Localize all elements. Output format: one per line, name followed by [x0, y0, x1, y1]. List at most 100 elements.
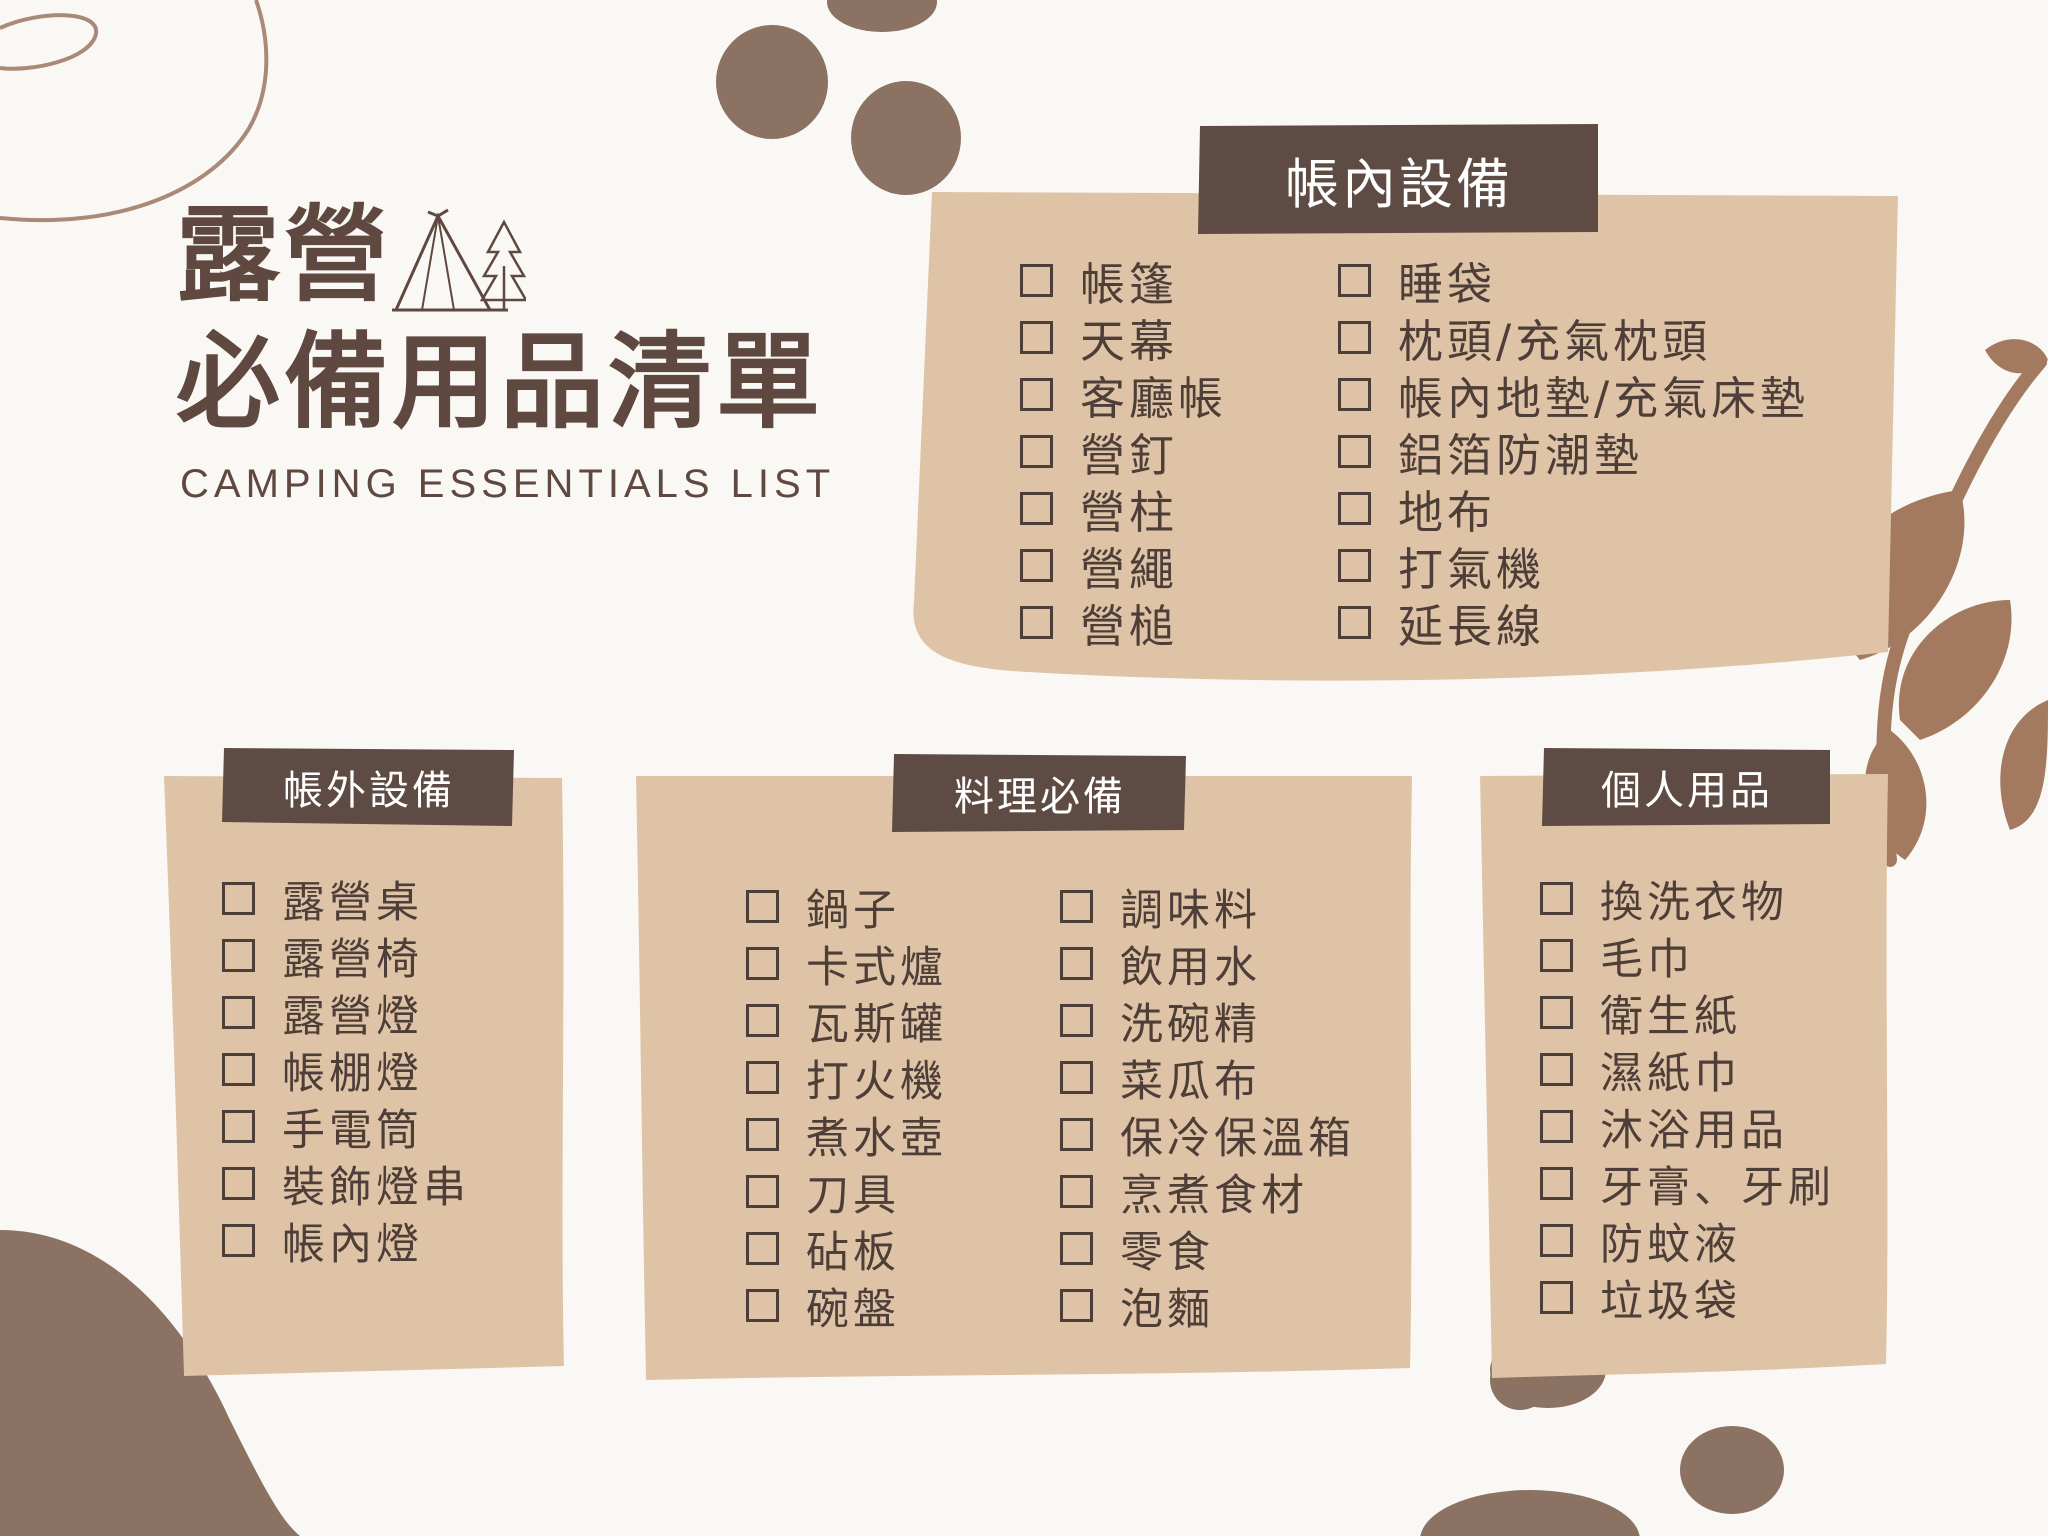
- checklist-item[interactable]: 衛生紙: [1540, 984, 1835, 1042]
- checkbox[interactable]: [1540, 1110, 1573, 1143]
- checklist-item[interactable]: 保冷保溫箱: [1060, 1106, 1355, 1164]
- checklist-item[interactable]: 換洗衣物: [1540, 870, 1835, 928]
- item-label: 營槌: [1080, 600, 1179, 653]
- checkbox[interactable]: [746, 1118, 779, 1151]
- checklist-item[interactable]: 天幕: [1020, 309, 1227, 368]
- checklist-item[interactable]: 帳篷: [1020, 252, 1227, 311]
- checkbox[interactable]: [1338, 435, 1371, 468]
- section-title: 個人用品: [1601, 768, 1773, 814]
- checkbox[interactable]: [1020, 492, 1053, 525]
- checklist-item[interactable]: 砧板: [746, 1220, 947, 1278]
- checklist-item[interactable]: 枕頭/充氣枕頭: [1338, 309, 1809, 368]
- checkbox[interactable]: [1020, 321, 1053, 354]
- checkbox[interactable]: [1060, 1004, 1093, 1037]
- checkbox[interactable]: [1338, 264, 1371, 297]
- checkbox[interactable]: [1540, 882, 1573, 915]
- checkbox[interactable]: [1338, 321, 1371, 354]
- item-label: 鋁箔防潮墊: [1398, 429, 1644, 482]
- checklist-item[interactable]: 帳內地墊/充氣床墊: [1338, 366, 1809, 425]
- checkbox[interactable]: [222, 1110, 255, 1143]
- checkbox[interactable]: [1540, 1167, 1573, 1200]
- checkbox[interactable]: [1020, 378, 1053, 411]
- checklist-item[interactable]: 露營椅: [222, 927, 470, 985]
- checkbox[interactable]: [1020, 435, 1053, 468]
- checkbox[interactable]: [746, 1232, 779, 1265]
- checklist-item[interactable]: 零食: [1060, 1220, 1355, 1278]
- checklist-item[interactable]: 毛巾: [1540, 927, 1835, 985]
- checkbox[interactable]: [1540, 939, 1573, 972]
- checkbox[interactable]: [1020, 264, 1053, 297]
- item-label: 鍋子: [806, 885, 900, 936]
- checklist-item[interactable]: 延長線: [1338, 594, 1809, 653]
- checkbox[interactable]: [746, 1175, 779, 1208]
- item-label: 碗盤: [806, 1284, 900, 1335]
- checkbox[interactable]: [222, 1167, 255, 1200]
- checkbox[interactable]: [222, 996, 255, 1029]
- checkbox[interactable]: [1540, 1281, 1573, 1314]
- checkbox[interactable]: [746, 1004, 779, 1037]
- checklist-item[interactable]: 泡麵: [1060, 1277, 1355, 1335]
- checkbox[interactable]: [222, 1224, 255, 1257]
- checklist-item[interactable]: 調味料: [1060, 878, 1355, 936]
- checklist-item[interactable]: 打火機: [746, 1049, 947, 1107]
- checklist-item[interactable]: 垃圾袋: [1540, 1269, 1835, 1327]
- checklist-item[interactable]: 刀具: [746, 1163, 947, 1221]
- item-label: 打火機: [806, 1056, 947, 1107]
- checklist-item[interactable]: 營釘: [1020, 423, 1227, 482]
- checkbox[interactable]: [1060, 1118, 1093, 1151]
- checkbox[interactable]: [1060, 1232, 1093, 1265]
- checkbox[interactable]: [222, 882, 255, 915]
- checklist-item[interactable]: 營柱: [1020, 480, 1227, 539]
- checklist-item[interactable]: 鍋子: [746, 878, 947, 936]
- checklist-item[interactable]: 帳內燈: [222, 1212, 470, 1270]
- checklist-item[interactable]: 露營燈: [222, 984, 470, 1042]
- checklist-item[interactable]: 菜瓜布: [1060, 1049, 1355, 1107]
- checkbox[interactable]: [746, 947, 779, 980]
- checklist-item[interactable]: 帳棚燈: [222, 1041, 470, 1099]
- checkbox[interactable]: [222, 939, 255, 972]
- checklist-item[interactable]: 防蚊液: [1540, 1212, 1835, 1270]
- checkbox[interactable]: [1060, 1289, 1093, 1322]
- checklist-item[interactable]: 營槌: [1020, 594, 1227, 653]
- checkbox[interactable]: [1060, 1175, 1093, 1208]
- checkbox[interactable]: [1060, 890, 1093, 923]
- checkbox[interactable]: [1338, 492, 1371, 525]
- checklist-item[interactable]: 營繩: [1020, 537, 1227, 596]
- checklist-item[interactable]: 裝飾燈串: [222, 1155, 470, 1213]
- checkbox[interactable]: [1060, 947, 1093, 980]
- checklist-item[interactable]: 瓦斯罐: [746, 992, 947, 1050]
- checklist-item[interactable]: 手電筒: [222, 1098, 470, 1156]
- section-tag: 帳內設備: [1194, 120, 1604, 238]
- checkbox[interactable]: [1020, 549, 1053, 582]
- item-label: 營釘: [1080, 429, 1179, 482]
- checklist-item[interactable]: 碗盤: [746, 1277, 947, 1335]
- checklist-item[interactable]: 洗碗精: [1060, 992, 1355, 1050]
- checklist-item[interactable]: 地布: [1338, 480, 1809, 539]
- checklist-item[interactable]: 卡式爐: [746, 935, 947, 993]
- checkbox[interactable]: [746, 1061, 779, 1094]
- checklist-item[interactable]: 烹煮食材: [1060, 1163, 1355, 1221]
- checkbox[interactable]: [746, 1289, 779, 1322]
- checklist-column: 調味料 飲用水 洗碗精 菜瓜布 保冷保溫箱 烹煮食材 零食 泡麵: [1060, 878, 1355, 1335]
- page-title-line2: 必備用品清單: [176, 321, 825, 443]
- checklist-item[interactable]: 牙膏、牙刷: [1540, 1155, 1835, 1213]
- checkbox[interactable]: [1540, 1053, 1573, 1086]
- checklist-item[interactable]: 露營桌: [222, 870, 470, 928]
- checklist-item[interactable]: 濕紙巾: [1540, 1041, 1835, 1099]
- checklist-item[interactable]: 鋁箔防潮墊: [1338, 423, 1809, 482]
- checklist-item[interactable]: 客廳帳: [1020, 366, 1227, 425]
- checklist-item[interactable]: 沐浴用品: [1540, 1098, 1835, 1156]
- checkbox[interactable]: [1338, 549, 1371, 582]
- checkbox[interactable]: [1020, 606, 1053, 639]
- checkbox[interactable]: [1540, 996, 1573, 1029]
- checklist-item[interactable]: 飲用水: [1060, 935, 1355, 993]
- checkbox[interactable]: [1060, 1061, 1093, 1094]
- checkbox[interactable]: [746, 890, 779, 923]
- checklist-item[interactable]: 煮水壺: [746, 1106, 947, 1164]
- checklist-item[interactable]: 睡袋: [1338, 252, 1809, 311]
- checklist-item[interactable]: 打氣機: [1338, 537, 1809, 596]
- checkbox[interactable]: [1338, 606, 1371, 639]
- checkbox[interactable]: [222, 1053, 255, 1086]
- checkbox[interactable]: [1540, 1224, 1573, 1257]
- checkbox[interactable]: [1338, 378, 1371, 411]
